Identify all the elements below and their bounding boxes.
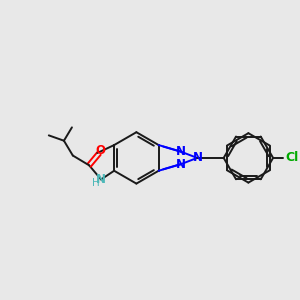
Text: Cl: Cl (285, 152, 298, 164)
Text: N: N (176, 158, 185, 171)
Text: N: N (176, 145, 185, 158)
Text: H: H (92, 178, 100, 188)
Text: N: N (96, 173, 106, 186)
Text: O: O (95, 144, 105, 157)
Text: N: N (193, 152, 203, 164)
